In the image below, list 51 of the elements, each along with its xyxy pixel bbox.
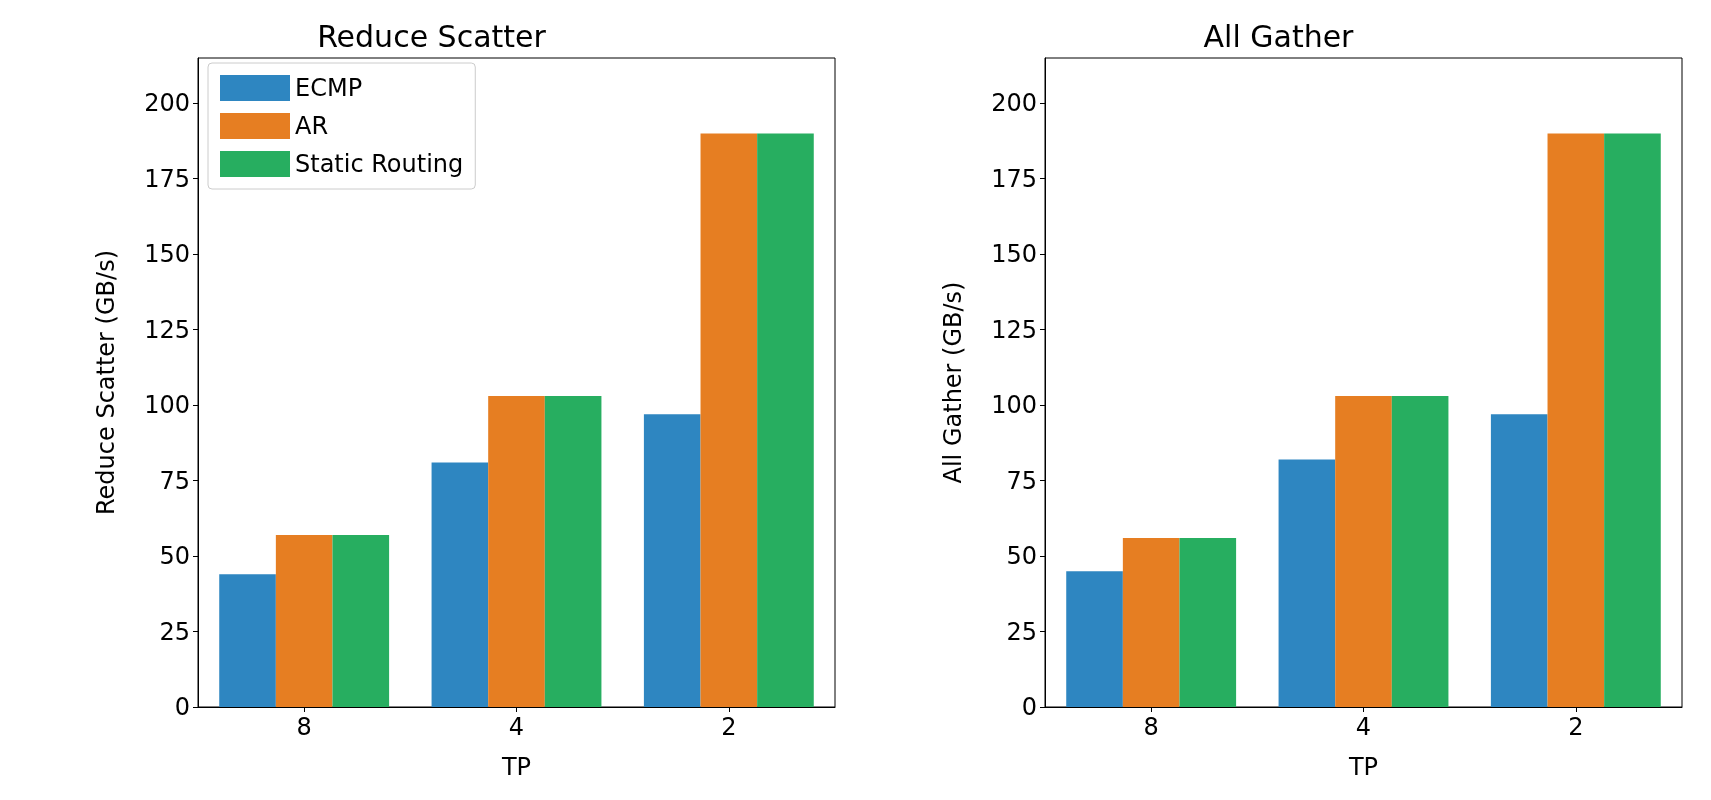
- y-tick-label: 25: [1006, 617, 1037, 646]
- bar: [1179, 537, 1237, 707]
- bar: [1066, 571, 1123, 707]
- y-tick-label: 200: [144, 89, 190, 118]
- y-tick-label: 100: [991, 391, 1037, 420]
- x-tick-label: 4: [508, 713, 525, 741]
- y-tick-label: 75: [159, 466, 190, 495]
- bar: [219, 574, 276, 707]
- x-tick-label: 8: [296, 713, 312, 741]
- y-tick-label: 150: [144, 240, 190, 269]
- legend-label: ECMP: [295, 74, 363, 102]
- bar: [544, 396, 602, 707]
- x-tick-label: 2: [1568, 713, 1584, 741]
- bar: [431, 462, 489, 707]
- bar: [1122, 537, 1180, 707]
- x-tick-label: 8: [1143, 713, 1159, 741]
- y-axis-title: All Gather (GB/s): [939, 281, 967, 484]
- chart-title: All Gather: [1203, 18, 1355, 54]
- y-tick-label: 150: [991, 240, 1037, 269]
- bar: [1604, 133, 1661, 707]
- y-tick-label: 125: [991, 315, 1037, 344]
- bar: [1547, 133, 1605, 707]
- y-tick-label: 200: [991, 89, 1037, 118]
- chart-title: Reduce Scatter: [317, 18, 547, 54]
- x-axis-title: TP: [500, 753, 532, 781]
- bar: [1391, 396, 1449, 707]
- bar: [643, 414, 701, 707]
- y-tick-label: 125: [144, 315, 190, 344]
- bar: [757, 133, 814, 707]
- bar: [1335, 396, 1392, 707]
- bar: [275, 534, 333, 707]
- bar: [1490, 414, 1548, 707]
- y-tick-label: 50: [1006, 542, 1037, 571]
- x-tick-label: 4: [1355, 713, 1372, 741]
- y-tick-label: 25: [159, 617, 190, 646]
- bar: [488, 396, 545, 707]
- y-tick-label: 100: [144, 391, 190, 420]
- y-tick-label: 75: [1006, 466, 1037, 495]
- y-tick-label: 0: [1021, 693, 1037, 721]
- bar: [700, 133, 758, 707]
- y-axis-title: Reduce Scatter (GB/s): [92, 250, 120, 515]
- y-tick-label: 175: [991, 164, 1037, 193]
- bar: [1278, 459, 1336, 707]
- bar: [332, 534, 390, 707]
- y-tick-label: 0: [174, 693, 190, 721]
- x-axis-title: TP: [1347, 753, 1379, 781]
- legend-label: AR: [295, 112, 329, 140]
- x-tick-label: 2: [721, 713, 737, 741]
- legend-label: Static Routing: [295, 150, 464, 178]
- y-tick-label: 50: [159, 542, 190, 571]
- y-tick-label: 175: [144, 164, 190, 193]
